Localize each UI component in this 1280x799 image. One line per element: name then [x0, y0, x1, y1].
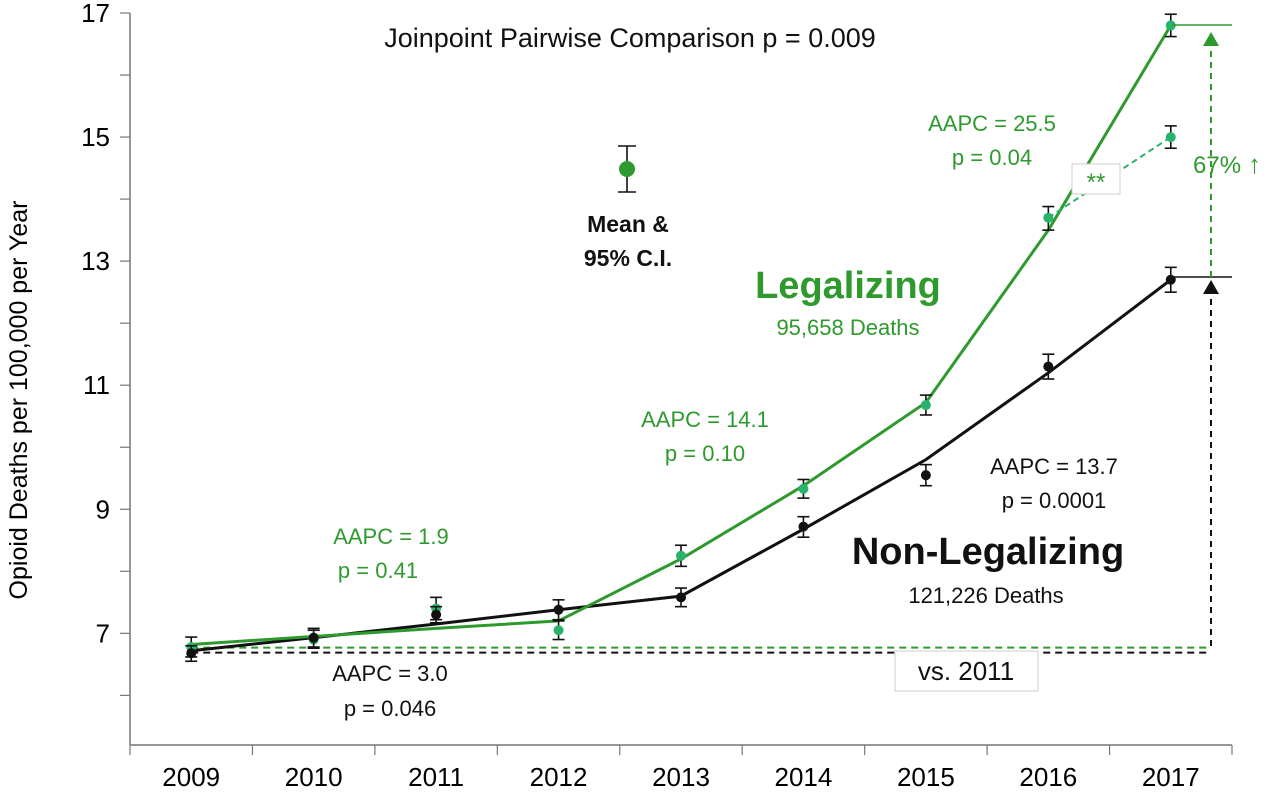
- x-tick-label: 2009: [162, 762, 220, 792]
- x-tick-label: 2011: [408, 762, 464, 792]
- data-point-non-legalizing: [308, 632, 319, 643]
- aapc-green-3-line1: AAPC = 25.5: [928, 111, 1056, 136]
- legend-mean-line2: 95% C.I.: [584, 245, 672, 271]
- data-point-legalizing: [920, 400, 931, 411]
- x-tick-label: 2012: [530, 762, 588, 792]
- chart-title: Joinpoint Pairwise Comparison p = 0.009: [384, 23, 876, 53]
- data-point-non-legalizing: [920, 470, 931, 481]
- data-point-non-legalizing: [1165, 274, 1176, 285]
- aapc-green-3-line2: p = 0.04: [952, 145, 1032, 170]
- x-tick-label: 2015: [897, 762, 955, 792]
- y-tick-label: 17: [81, 0, 110, 28]
- aapc-black-2-line2: p = 0.0001: [1002, 488, 1107, 513]
- y-tick-label: 7: [96, 618, 110, 648]
- data-point-non-legalizing: [798, 521, 809, 532]
- legalizing-label: Legalizing: [755, 265, 941, 307]
- aapc-green-1-line1: AAPC = 1.9: [333, 524, 449, 549]
- tick-labels: 7 9 11 13 15 17 2009 2010 2011 2012 2013 2014 2015 20…: [81, 0, 1200, 792]
- data-point-legalizing: [553, 625, 564, 636]
- axes: [120, 12, 1233, 755]
- aapc-black-2-line1: AAPC = 13.7: [990, 454, 1118, 479]
- data-point-legalizing: [1043, 212, 1054, 223]
- non-legalizing-label: Non-Legalizing: [852, 531, 1124, 573]
- y-tick-label: 9: [96, 494, 110, 524]
- increase-arrows: [1172, 24, 1232, 646]
- baselines: [191, 646, 1211, 654]
- legalizing-deaths: 95,658 Deaths: [776, 315, 919, 340]
- y-tick-label: 13: [81, 246, 110, 276]
- legend-mean-marker: [619, 161, 635, 177]
- x-tick-label: 2016: [1019, 762, 1077, 792]
- x-tick-label: 2017: [1142, 762, 1200, 792]
- aapc-black-1-line1: AAPC = 3.0: [332, 661, 448, 686]
- increase-arrow-glyph: ↑: [1248, 149, 1261, 179]
- data-point-non-legalizing: [186, 648, 197, 659]
- significance-marker: **: [1087, 169, 1106, 196]
- increase-label-bg: [1186, 144, 1274, 184]
- black-arrowhead: [1203, 280, 1219, 294]
- data-point-legalizing: [1165, 20, 1176, 31]
- x-tick-label: 2010: [285, 762, 343, 792]
- increase-percent: 67%: [1193, 152, 1241, 179]
- data-point-non-legalizing: [431, 609, 442, 620]
- data-point-non-legalizing: [553, 604, 564, 615]
- y-tick-label: 11: [83, 370, 110, 400]
- data-point-non-legalizing: [676, 592, 686, 603]
- data-point-legalizing-extra: [1165, 132, 1176, 143]
- aapc-green-2-line2: p = 0.10: [665, 441, 745, 466]
- aapc-green-2-line1: AAPC = 14.1: [641, 407, 769, 432]
- data-point-legalizing: [798, 483, 809, 494]
- baseline-box: [894, 650, 1039, 692]
- data-points: [185, 13, 1177, 663]
- significance-box: [1071, 163, 1121, 195]
- aapc-black-1-line2: p = 0.046: [344, 696, 436, 721]
- x-tick-label: 2013: [652, 762, 710, 792]
- aapc-green-1-line2: p = 0.41: [338, 558, 418, 583]
- x-tick-label: 2014: [775, 762, 833, 792]
- baseline-label: vs. 2011: [918, 656, 1014, 686]
- data-point-legalizing: [676, 550, 686, 561]
- y-axis-label: Opioid Deaths per 100,000 per Year: [5, 201, 33, 600]
- non-legalizing-deaths: 121,226 Deaths: [908, 583, 1063, 608]
- legend-mean-line1: Mean &: [587, 211, 669, 237]
- green-arrowhead: [1203, 32, 1219, 46]
- data-point-non-legalizing: [1043, 361, 1054, 372]
- y-tick-label: 15: [81, 122, 110, 152]
